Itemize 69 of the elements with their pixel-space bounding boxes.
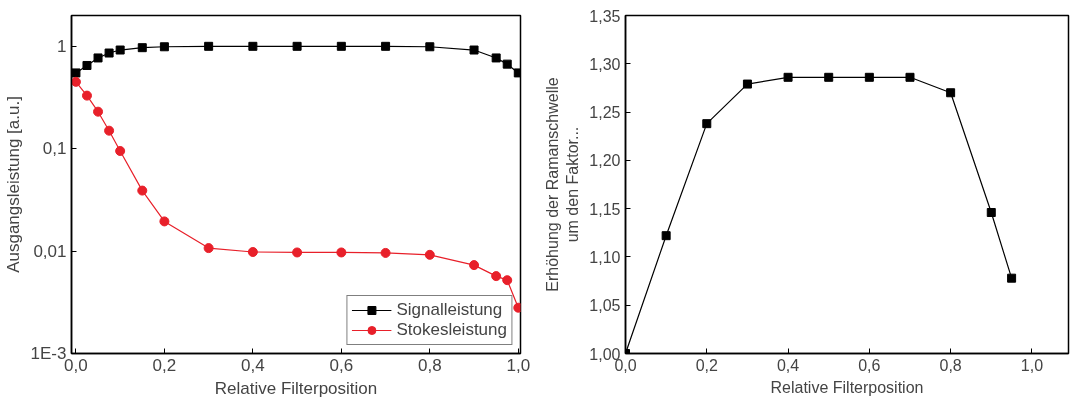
x-tick-label: 0,6 (858, 356, 881, 374)
x-tick-label: 0,4 (776, 356, 800, 374)
point (248, 41, 258, 51)
point (864, 72, 874, 82)
legend-label: Signalleistung (396, 300, 503, 320)
y-tick-label: 1 (57, 36, 67, 56)
point (783, 72, 793, 82)
point (469, 45, 479, 55)
point (491, 271, 502, 282)
point (204, 41, 214, 51)
point (93, 53, 103, 63)
point (71, 68, 81, 78)
x-axis-title: Relative Filterposition (214, 378, 378, 398)
y-tick-label: 1,20 (589, 152, 621, 170)
point (513, 68, 521, 78)
point (336, 41, 346, 51)
point (81, 90, 92, 101)
point (381, 41, 391, 51)
point (159, 42, 169, 52)
point (137, 43, 147, 53)
x-tick-label: 0,8 (939, 356, 962, 374)
x-tick-label: 0,2 (152, 355, 177, 375)
point (82, 60, 92, 70)
y-axis-title: Ausgangsleistung [a.u.] (3, 96, 23, 273)
y-tick-label: 0,01 (33, 241, 67, 261)
x-tick-label: 0,8 (418, 355, 442, 375)
point (742, 79, 752, 89)
point (104, 125, 115, 136)
y-tick-label: 1,15 (589, 200, 621, 218)
y-tick-label: 1,30 (589, 55, 621, 73)
x-tick-label: 1,0 (1020, 356, 1044, 374)
x-tick-label: 0,2 (695, 356, 719, 374)
point (824, 72, 834, 82)
point (247, 247, 258, 257)
point (469, 260, 480, 271)
y-tick-label: 1,05 (589, 297, 621, 315)
point (115, 45, 125, 55)
y-axis-title: Erhöhung der Ramanschwelle um den Faktor... (543, 77, 582, 292)
x-axis-title: Relative Filterposition (770, 378, 924, 396)
point (292, 247, 303, 258)
point (702, 119, 712, 129)
y-tick-label: 1,35 (589, 7, 621, 25)
y-tick-label: 0,1 (42, 139, 67, 159)
point (137, 185, 148, 196)
point (104, 48, 114, 58)
y-tick-label: 1,10 (589, 248, 621, 266)
point (1007, 273, 1017, 283)
point (292, 41, 302, 51)
point (93, 106, 104, 117)
point (159, 216, 170, 227)
point (203, 243, 214, 254)
y-tick-label: 1,25 (589, 104, 621, 122)
point (502, 59, 512, 69)
legend-label: Stokesleistung (396, 320, 507, 340)
x-tick-label: 0,4 (241, 355, 265, 375)
point (425, 42, 435, 52)
point (986, 208, 996, 218)
x-tick-label: 0,6 (329, 355, 354, 375)
point (491, 53, 501, 63)
point (71, 76, 81, 87)
point (502, 275, 513, 286)
point (946, 88, 956, 98)
point (424, 249, 435, 260)
point (115, 146, 126, 156)
point (380, 247, 391, 258)
x-tick-label: 1,0 (506, 355, 531, 375)
point (336, 247, 347, 258)
point (905, 72, 915, 82)
point (661, 231, 671, 241)
